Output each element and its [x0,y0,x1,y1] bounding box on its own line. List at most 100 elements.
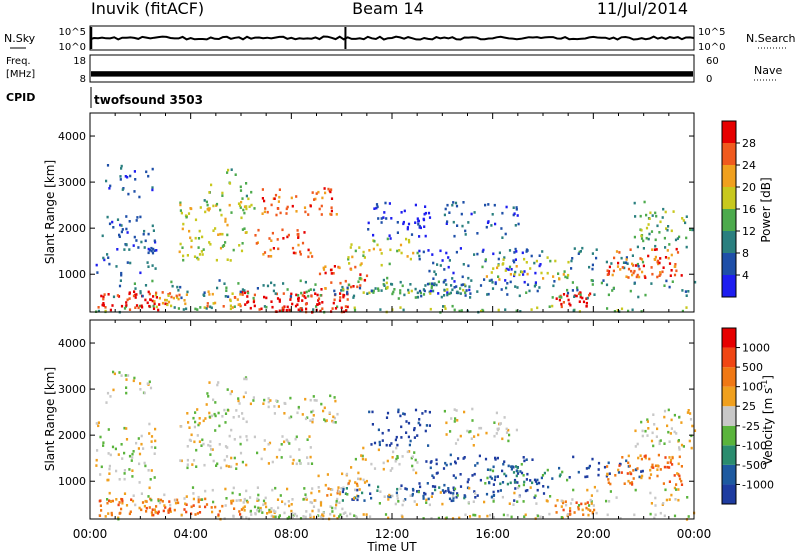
velocity-cell [492,483,495,486]
power-cell [347,257,350,261]
power-cell [286,205,289,209]
power-cell [641,260,645,264]
power-cell [265,296,268,300]
velocity-cell [120,374,123,377]
power-cell [243,211,246,215]
velocity-cell [640,476,643,480]
power-cell [459,287,462,290]
velocity-cell [534,494,537,498]
power-cell [654,244,657,248]
power-cell [403,293,406,297]
velocity-cell [625,459,628,463]
power-cell [492,252,495,256]
velocity-cell [507,439,510,443]
velocity-cell [400,425,403,429]
velocity-cell [497,489,500,493]
power-cell [263,305,266,308]
velocity-cell [483,500,486,504]
power-cell [446,203,449,207]
velocity-cell [135,441,138,445]
power-cell [212,229,215,232]
power-cell [432,261,435,265]
velocity-cell [235,409,238,412]
power-cell [554,259,557,263]
velocity-cell [419,423,422,427]
velocity-cell [647,427,650,430]
power-cell [632,271,635,275]
power-cell [664,256,668,259]
velocity-cell [311,509,314,513]
velocity-cell [109,453,112,457]
power-cell [207,290,210,293]
velocity-cell [305,496,308,499]
velocity-cell [123,492,127,495]
power-cell [409,283,412,286]
power-cell [402,308,405,312]
power-cell [346,298,349,301]
velocity-cell [180,425,183,428]
velocity-cell [664,456,667,459]
velocity-cell [225,497,228,500]
power-cell [522,273,525,276]
power-cell [351,255,354,259]
velocity-cell [661,503,664,506]
power-cell [516,286,519,289]
power-colorbar-tick-label: 4 [742,269,749,282]
power-cell [441,259,444,262]
velocity-cell [386,411,390,415]
velocity-cell [533,478,537,482]
velocity-cell [138,506,141,510]
power-cell [626,262,629,265]
power-colorbar-tick-label: 28 [742,137,756,150]
power-cell [467,264,470,268]
power-cell [208,207,211,210]
power-cell [521,251,524,255]
velocity-cell [313,399,316,402]
power-cell [120,167,123,170]
power-cell [484,259,487,263]
velocity-cell [452,499,455,502]
velocity-cell [566,478,569,482]
power-cell [681,217,684,220]
velocity-cell [588,504,591,507]
velocity-cell [676,472,679,475]
power-cell [380,221,383,224]
power-cell [261,212,264,215]
power-cell [416,251,419,255]
velocity-cell [493,478,496,482]
power-cell [291,246,295,250]
velocity-cell [515,428,518,432]
velocity-cell [231,491,234,495]
power-cell [388,202,391,205]
power-cell [338,266,341,270]
power-cell [215,202,219,206]
power-cell [345,309,348,312]
power-cell [399,291,402,295]
velocity-cell [128,454,132,458]
power-cell [340,306,343,310]
velocity-cell [518,484,521,488]
velocity-cell [648,457,651,461]
velocity-cell [335,499,338,503]
velocity-cell [317,486,320,489]
power-cell [324,271,327,275]
power-cell [656,260,659,264]
velocity-cell [243,505,246,508]
power-cell [317,299,320,302]
power-cell [299,309,302,313]
velocity-cell [428,503,431,507]
power-cell [271,305,274,309]
velocity-cell [402,412,405,415]
velocity-cell [144,464,147,468]
power-cell [339,281,342,285]
power-cell [240,200,243,204]
power-cell [509,280,512,284]
velocity-cell [633,513,636,517]
velocity-cell [670,427,673,430]
power-cell [631,262,634,266]
power-cell [567,273,570,277]
velocity-cell [494,458,497,461]
power-cell [151,251,155,255]
power-cell [505,267,508,271]
power-cell [372,291,375,294]
